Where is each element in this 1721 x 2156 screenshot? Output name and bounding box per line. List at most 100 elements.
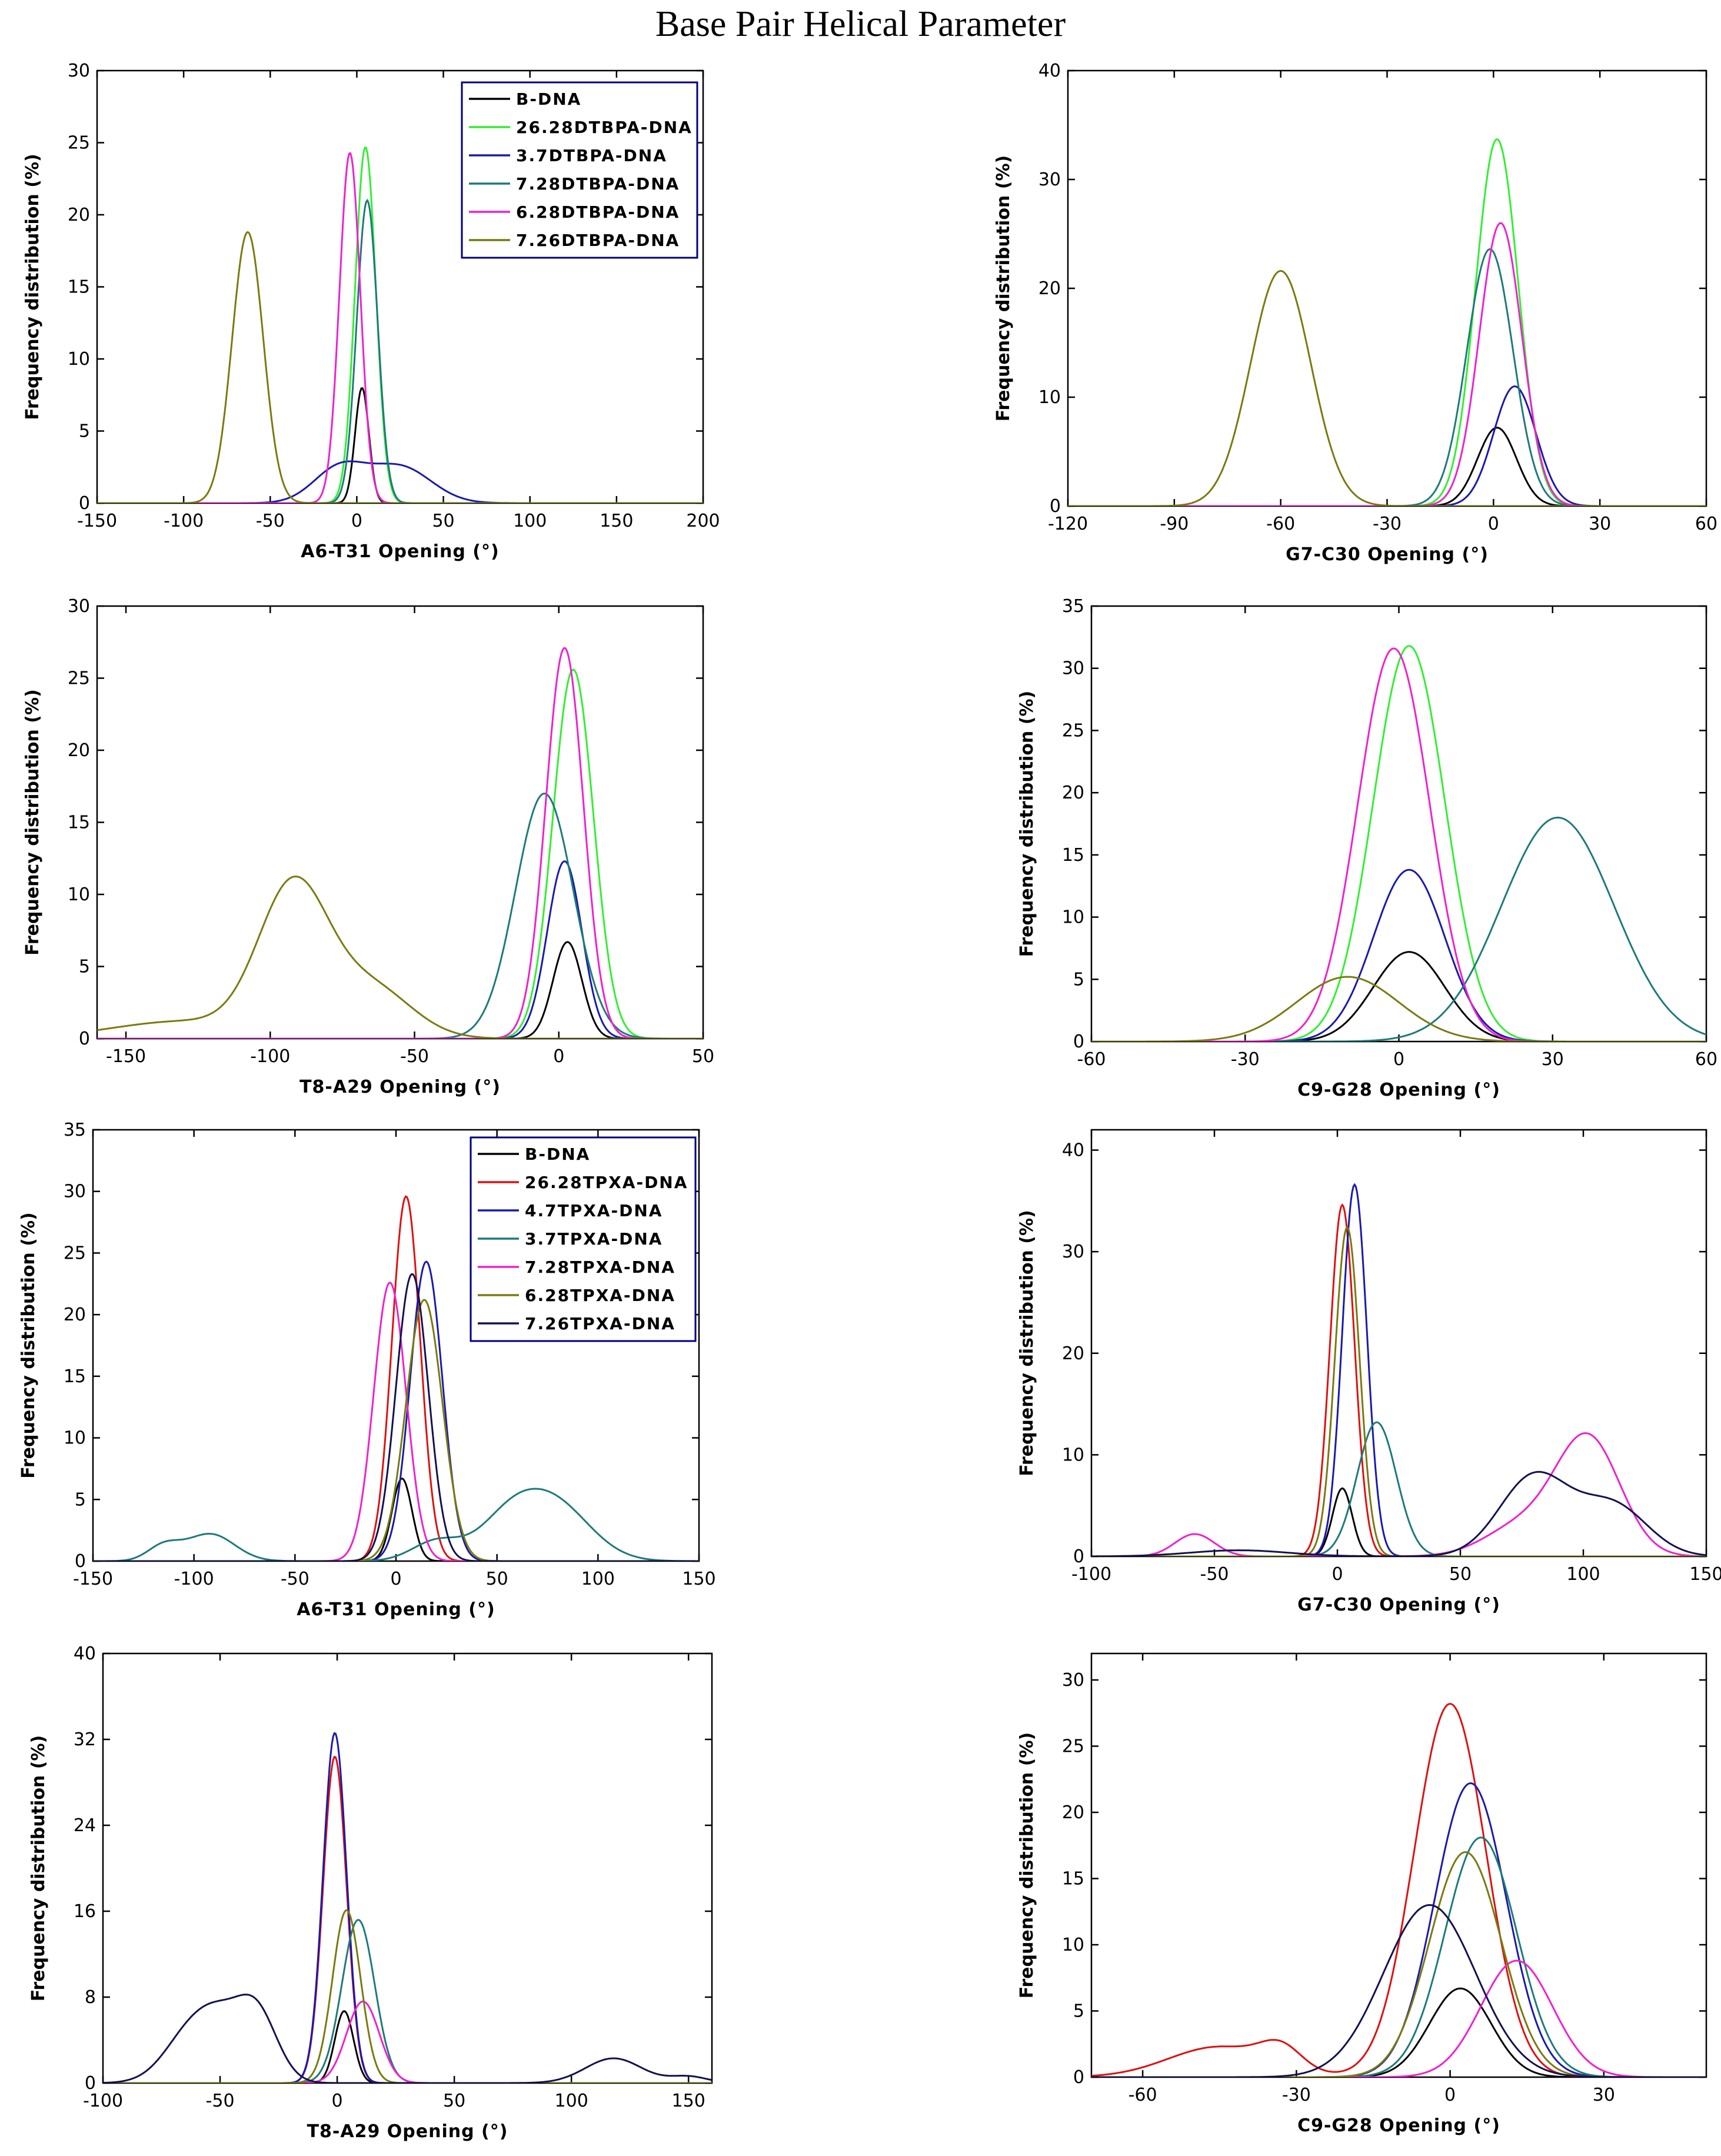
legend-label: B-DNA (525, 1144, 590, 1164)
plot-frame (96, 605, 704, 1040)
series-line-7.28DTBPA-DNA (1068, 248, 1706, 506)
series-line-3.7TPXA-DNA (1091, 1836, 1706, 2077)
series-line-7.28DTBPA-DNA (97, 198, 703, 503)
x-tick-label: 100 (581, 1569, 615, 1589)
y-tick-label: 0 (1073, 1032, 1084, 1052)
y-tick-label: 40 (1038, 61, 1061, 81)
x-axis-label: A6-T31 Opening (°) (297, 1599, 495, 1620)
series-line-3.7DTBPA-DNA (1091, 869, 1706, 1042)
y-tick-label: 5 (79, 957, 90, 977)
y-tick-label: 20 (1062, 1343, 1084, 1364)
series-line-B-DNA (1068, 427, 1706, 506)
series-line-B-DNA (97, 387, 703, 503)
legend-box (461, 81, 698, 259)
series-line-7.26TPXA-DNA (103, 1994, 712, 2083)
x-tick-label: 50 (486, 1569, 508, 1589)
x-tick-label: -100 (174, 1569, 214, 1589)
y-tick-label: 25 (68, 668, 90, 689)
x-tick-label: 30 (1542, 1049, 1564, 1070)
y-tick-label: 30 (1062, 1670, 1084, 1691)
y-tick-label: 5 (75, 1489, 86, 1510)
y-tick-label: 0 (1050, 496, 1061, 517)
y-tick-label: 10 (1038, 387, 1061, 408)
legend-label: 3.7DTBPA-DNA (516, 146, 667, 165)
chart-panel-7: -100 -50 0 50 100 150 0 8 16 24 32 40 T8-A29 Opening… (28, 1643, 713, 2142)
y-axis-label: Frequency distribution (%) (28, 1735, 49, 2001)
y-tick-label: 20 (64, 1305, 86, 1325)
x-tick-label: -50 (281, 1569, 309, 1589)
x-tick-label: 50 (443, 2091, 465, 2111)
legend-label: 7.26DTBPA-DNA (516, 231, 680, 250)
series-line-3.7DTBPA-DNA (97, 460, 703, 503)
series-line-B-DNA (97, 941, 703, 1039)
y-tick-label: 20 (68, 205, 90, 225)
y-tick-label: 20 (1062, 1802, 1084, 1823)
series-line-3.7DTBPA-DNA (1068, 385, 1706, 506)
y-tick-label: 35 (64, 1120, 86, 1140)
series-line-26.28TPXA-DNA (1091, 1203, 1706, 1556)
plot-frame (102, 1652, 713, 2084)
series-line-4.7TPXA-DNA (103, 1732, 712, 2083)
x-tick-label: -50 (256, 511, 285, 531)
legend-label: 7.28DTBPA-DNA (516, 174, 680, 194)
x-tick-label: 150 (600, 511, 633, 531)
y-tick-label: 25 (68, 133, 90, 154)
y-tick-label: 15 (1062, 1869, 1084, 1889)
x-tick-label: 0 (553, 1046, 564, 1067)
legend-label: 3.7TPXA-DNA (525, 1229, 663, 1249)
x-tick-label: -120 (1048, 514, 1088, 534)
legend-label: 6.28TPXA-DNA (525, 1286, 675, 1305)
chart-panel-2: -120 -90 -60 -30 0 30 60 0 10 20 30 40 G7-C30 Openin… (993, 61, 1717, 565)
x-axis-label: T8-A29 Opening (°) (299, 1077, 501, 1097)
y-tick-label: 24 (74, 1815, 96, 1836)
y-axis-label: Frequency distribution (%) (18, 1212, 39, 1478)
x-tick-label: -50 (206, 2091, 235, 2111)
x-tick-label: 200 (686, 511, 720, 531)
y-axis-label: Frequency distribution (%) (1017, 691, 1037, 957)
x-tick-label: 30 (1589, 514, 1611, 534)
y-tick-label: 10 (64, 1428, 86, 1449)
y-tick-label: 25 (1062, 720, 1084, 741)
x-tick-label: 50 (692, 1046, 714, 1067)
x-tick-label: 0 (390, 1569, 401, 1589)
legend-label: 26.28DTBPA-DNA (516, 118, 693, 137)
x-axis-label: C9-G28 Opening (°) (1297, 2115, 1500, 2136)
y-tick-label: 20 (1038, 278, 1061, 299)
chart-panel-6: -100 -50 0 50 100 150 0 10 20 30 40 G7-C30 Opening … (1017, 1129, 1721, 1615)
y-tick-label: 0 (85, 2073, 96, 2094)
x-tick-label: -60 (1077, 1049, 1106, 1070)
x-axis-label: A6-T31 Opening (°) (301, 541, 499, 562)
series-line-7.26TPXA-DNA (93, 1273, 699, 1561)
y-axis-label: Frequency distribution (%) (1017, 1210, 1037, 1476)
y-axis-label: Frequency distribution (%) (22, 154, 43, 420)
x-tick-label: -100 (83, 2091, 123, 2111)
y-axis-label: Frequency distribution (%) (993, 155, 1014, 421)
x-tick-label: -60 (1129, 2085, 1157, 2105)
series-line-6.28TPXA-DNA (93, 1299, 699, 1561)
plot-frame (1090, 605, 1707, 1043)
series-line-3.7DTBPA-DNA (97, 860, 703, 1039)
plot-frame (1090, 1652, 1707, 2078)
y-tick-label: 0 (79, 1029, 90, 1049)
x-tick-label: 150 (682, 1569, 715, 1589)
legend-label: 7.26TPXA-DNA (525, 1314, 675, 1333)
series-line-7.28TPXA-DNA (103, 2000, 712, 2083)
y-tick-label: 15 (68, 277, 90, 298)
x-tick-label: -150 (77, 511, 117, 531)
y-tick-label: 15 (64, 1366, 86, 1387)
y-axis-label: Frequency distribution (%) (1017, 1732, 1037, 1998)
series-line-7.26DTBPA-DNA (97, 875, 703, 1039)
figure-title: Base Pair Helical Parameter (655, 4, 1066, 44)
y-tick-label: 5 (1073, 969, 1084, 990)
chart-panel-8: -60 -30 0 30 0 5 10 15 20 25 30 C9-G28 Opening (°) F… (1017, 1652, 1707, 2136)
series-line-7.26DTBPA-DNA (1068, 270, 1706, 506)
y-tick-label: 25 (64, 1243, 86, 1263)
x-axis-label: G7-C30 Opening (°) (1286, 544, 1489, 565)
series-line-6.28DTBPA-DNA (1068, 222, 1706, 506)
y-tick-label: 40 (74, 1643, 96, 1664)
y-tick-label: 10 (1062, 1935, 1084, 1955)
series-line-B-DNA (93, 1478, 699, 1561)
series-line-4.7TPXA-DNA (1091, 1782, 1706, 2077)
y-tick-label: 8 (85, 1987, 96, 2008)
x-tick-label: -100 (250, 1046, 290, 1067)
